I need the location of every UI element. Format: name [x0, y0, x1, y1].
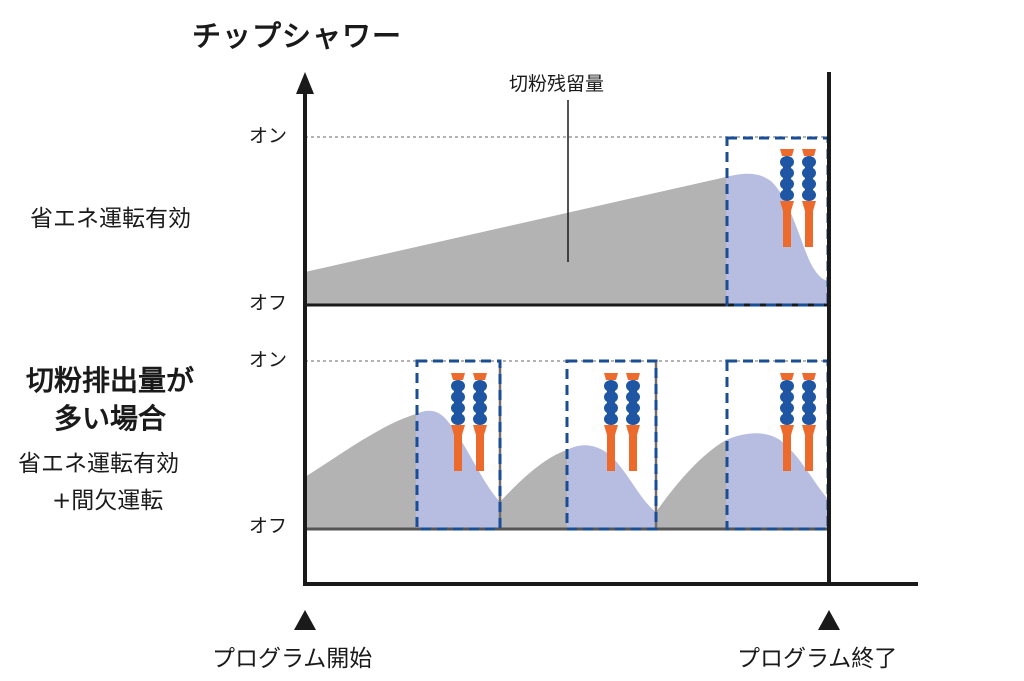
bottom-residue-area-3 — [656, 440, 726, 529]
coolant-nozzle-icon — [604, 373, 640, 471]
coolant-nozzle-icon — [780, 373, 816, 471]
bottom-panel-heading: 切粉排出量が 多い場合 — [10, 362, 210, 438]
axis-on-label-bottom: オン — [249, 349, 288, 371]
axis-off-label-top: オフ — [249, 292, 288, 314]
bottom-residue-area-2 — [500, 450, 567, 529]
bottom-heading-line2: 多い場合 — [53, 401, 166, 435]
top-residue-area — [305, 177, 726, 305]
bottom-shower-on-box-1 — [415, 359, 502, 531]
top-shower-area — [726, 173, 828, 305]
bottom-heading-line1: 切粉排出量が — [25, 364, 194, 397]
program-end-label: プログラム終了 — [737, 646, 898, 672]
residue-annotation: 切粉残留量 — [509, 73, 605, 95]
axis-off-label-bottom: オフ — [249, 515, 288, 537]
top-panel-label: 省エネ運転有効 — [30, 206, 191, 232]
page-title: チップシャワー — [192, 19, 403, 53]
bottom-residue-area-1 — [305, 414, 416, 529]
axis-on-label-top: オン — [249, 125, 288, 147]
program-start-marker-icon — [294, 610, 316, 630]
program-end-marker-icon — [818, 610, 840, 630]
bottom-shower-area-3 — [726, 433, 828, 529]
bottom-shower-area-2 — [567, 445, 656, 529]
bottom-panel-label-line2: +間欠運転 — [52, 488, 164, 514]
bottom-panel-label-line1: 省エネ運転有効 — [18, 451, 179, 477]
program-start-label: プログラム開始 — [212, 646, 373, 672]
y-axis-arrow-icon — [296, 72, 314, 94]
